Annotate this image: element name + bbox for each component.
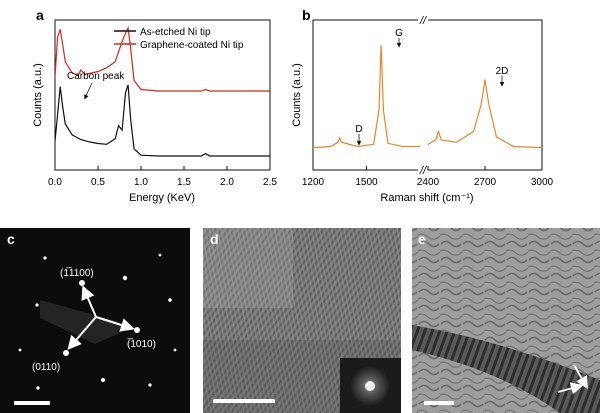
miller-index-1010: (̅1010) [127,338,156,350]
x-tick-label: 2700 [474,177,497,188]
diffraction-spot [79,280,85,286]
x-tick-label: 2.0 [220,177,234,188]
x-tick-label: 1200 [302,177,325,188]
edge-arrow-lower [557,382,584,395]
vector-arrow-1100 [81,285,97,318]
panel-d-bright-region [203,228,293,308]
x-tick-label: 1500 [355,177,378,188]
x-tick-label: 3000 [531,177,554,188]
panel-b: b // // Counts (a.u.) Raman shift (cm⁻¹)… [291,7,554,204]
diffraction-spot [63,350,69,356]
panel-c-letter: c [7,231,15,247]
x-tick-label: 1.5 [177,177,191,188]
diffraction-spot [148,383,152,387]
diffraction-spot [43,256,47,260]
peak-label-2d: 2D [496,66,509,77]
diffraction-spots [18,253,177,390]
series-line-graphene-coated [55,25,270,92]
panel-a-xlabel: Energy (KeV) [129,192,195,204]
x-tick-label: 2400 [417,177,440,188]
carbon-peak-annotation: Carbon peak [67,71,125,82]
series-line-as-etched [55,84,270,157]
raman-spectrum-line [313,44,542,149]
panel-b-xlabel: Raman shift (cm⁻¹) [380,192,473,204]
diffraction-spot [101,378,105,382]
x-tick-label: 2.5 [263,177,277,188]
panel-a-letter: a [36,7,44,23]
panel-a-legend: As-etched Ni tip Graphene-coated Ni tip [114,27,244,51]
scale-bar [14,401,50,405]
panel-b-ylabel: Counts (a.u.) [291,63,303,127]
beam-stopper [40,300,122,344]
panel-b-letter: b [302,7,311,23]
diffraction-spot [36,386,40,390]
axis-break-top-gap [418,14,428,26]
diffraction-spot [122,275,128,281]
graphene-edge-band [412,325,600,413]
legend-label-as-etched: As-etched Ni tip [140,27,211,38]
panel-a-xticks: 0.0 0.5 1.0 1.5 2.0 2.5 [48,166,277,188]
panel-e: e [412,228,600,413]
peak-label-g: G [395,28,403,39]
panel-e-letter: e [418,231,426,247]
axis-break-bottom-gap [418,164,428,176]
x-tick-label: 0.0 [48,177,62,188]
panel-a-ylabel: Counts (a.u.) [32,63,44,127]
vector-arrow-0110 [67,316,97,351]
vector-arrow-1010 [95,316,135,332]
diffraction-spot [158,253,162,257]
miller-index-0110: (0110) [32,362,60,373]
scale-bar [213,399,275,403]
panel-a-axes-frame [54,19,271,171]
x-tick-label: 0.5 [91,177,105,188]
diffraction-spot [18,348,22,352]
panel-b-axes-frame [312,19,543,171]
panel-a: a Counts (a.u.) Energy (KeV) 0.0 0.5 1.0 1.… [32,7,277,204]
axis-break-mark-top: // [419,15,427,27]
carbon-peak-arrow [84,82,93,100]
panel-d: d [203,228,401,413]
x-tick-label: 1.0 [134,177,148,188]
axis-break-mark-bottom: // [419,165,427,177]
lattice-vectors [67,285,135,351]
panel-c: (1̅1100) (̅1010) (0110) c [0,228,190,413]
edge-arrow-upper [573,364,588,390]
diffraction-spot [168,298,172,302]
diffraction-spot [173,348,177,352]
panel-d-letter: d [210,231,219,247]
fft-center-spot [365,381,375,391]
diffraction-spot [134,327,140,333]
diffraction-spot [35,303,39,307]
legend-label-graphene-coated: Graphene-coated Ni tip [140,40,244,51]
panel-b-xticks: 1200 1500 2400 2700 3000 [302,166,554,188]
peak-label-d: D [355,124,362,135]
scale-bar [424,401,454,405]
miller-index-1100: (1̅1100) [60,267,94,279]
